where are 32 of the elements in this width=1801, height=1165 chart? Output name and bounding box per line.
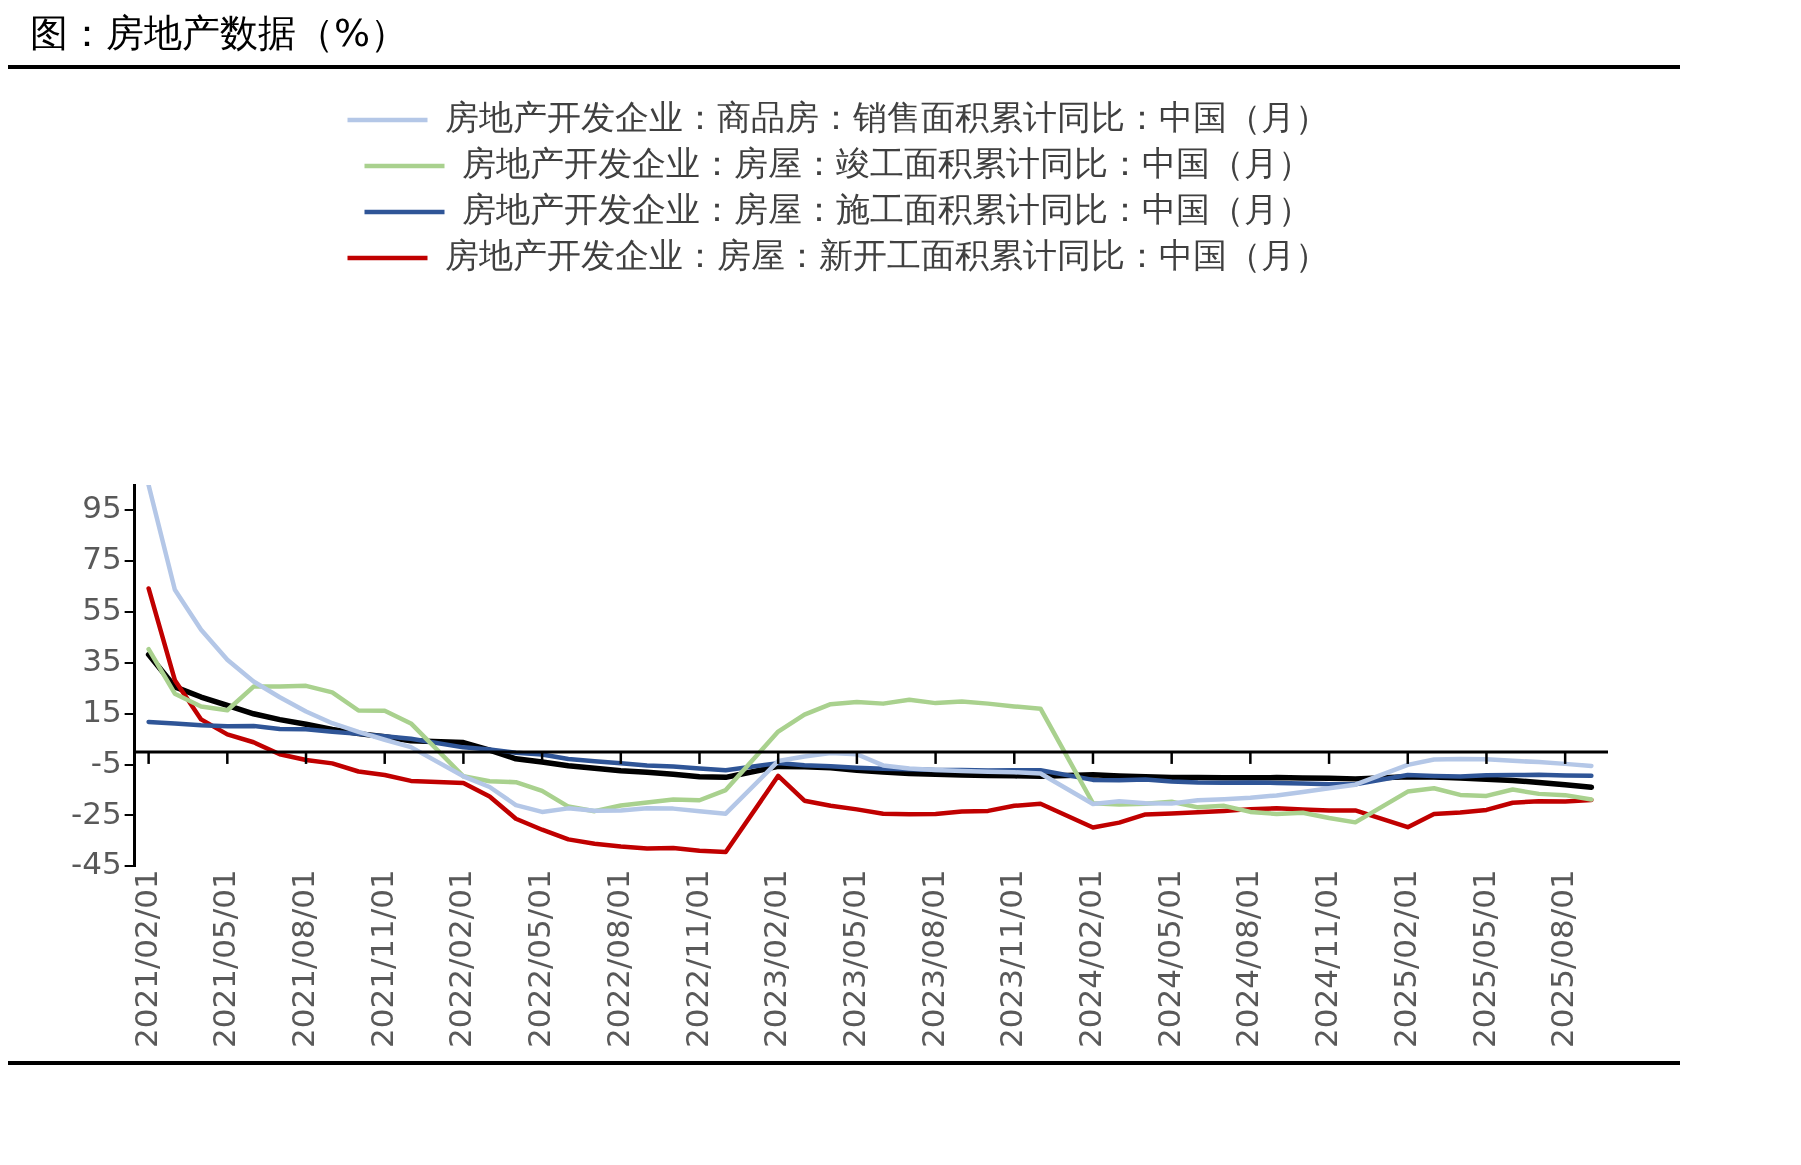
- x-tick-label: 2021/05/01: [206, 869, 243, 1049]
- x-tick-label: 2023/11/01: [993, 869, 1030, 1049]
- legend-label: 房地产开发企业：房屋：竣工面积累计同比：中国（月）: [461, 142, 1312, 183]
- x-tick-label: 2022/05/01: [521, 869, 558, 1049]
- x-tick-label: 2022/08/01: [599, 869, 636, 1049]
- x-tick-label: 2021/11/01: [363, 869, 400, 1049]
- legend-label: 房地产开发企业：商品房：销售面积累计同比：中国（月）: [444, 96, 1329, 137]
- chart-title: 图：房地产数据（%）: [8, 8, 1680, 69]
- y-tick-label: 75: [82, 540, 122, 577]
- y-tick-label: -25: [70, 794, 122, 831]
- x-tick-label: 2023/02/01: [757, 869, 794, 1049]
- x-tick-label: 2025/02/01: [1386, 869, 1423, 1049]
- legend-label: 房地产开发企业：房屋：施工面积累计同比：中国（月）: [461, 188, 1312, 229]
- y-tick-label: -5: [90, 743, 122, 780]
- x-tick-label: 2024/08/01: [1229, 869, 1266, 1049]
- x-tick-label: 2024/11/01: [1308, 869, 1345, 1049]
- x-tick-label: 2025/08/01: [1544, 869, 1581, 1049]
- x-tick-label: 2021/02/01: [127, 869, 164, 1049]
- y-tick-label: -45: [70, 845, 122, 882]
- x-tick-label: 2021/08/01: [285, 869, 322, 1049]
- y-tick-label: 35: [82, 642, 122, 678]
- x-tick-label: 2023/08/01: [914, 869, 951, 1049]
- x-tick-label: 2022/11/01: [678, 869, 715, 1049]
- legend-label: 房地产开发企业：房屋：新开工面积累计同比：中国（月）: [444, 234, 1329, 275]
- x-tick-label: 2025/05/01: [1465, 869, 1502, 1049]
- x-tick-label: 2022/02/01: [442, 869, 479, 1049]
- y-tick-label: 95: [82, 489, 122, 526]
- y-tick-label: 15: [82, 692, 122, 729]
- x-tick-label: 2024/05/01: [1150, 869, 1187, 1049]
- y-tick-label: 55: [82, 591, 122, 628]
- x-tick-label: 2024/02/01: [1072, 869, 1109, 1049]
- x-tick-label: 2023/05/01: [835, 869, 872, 1049]
